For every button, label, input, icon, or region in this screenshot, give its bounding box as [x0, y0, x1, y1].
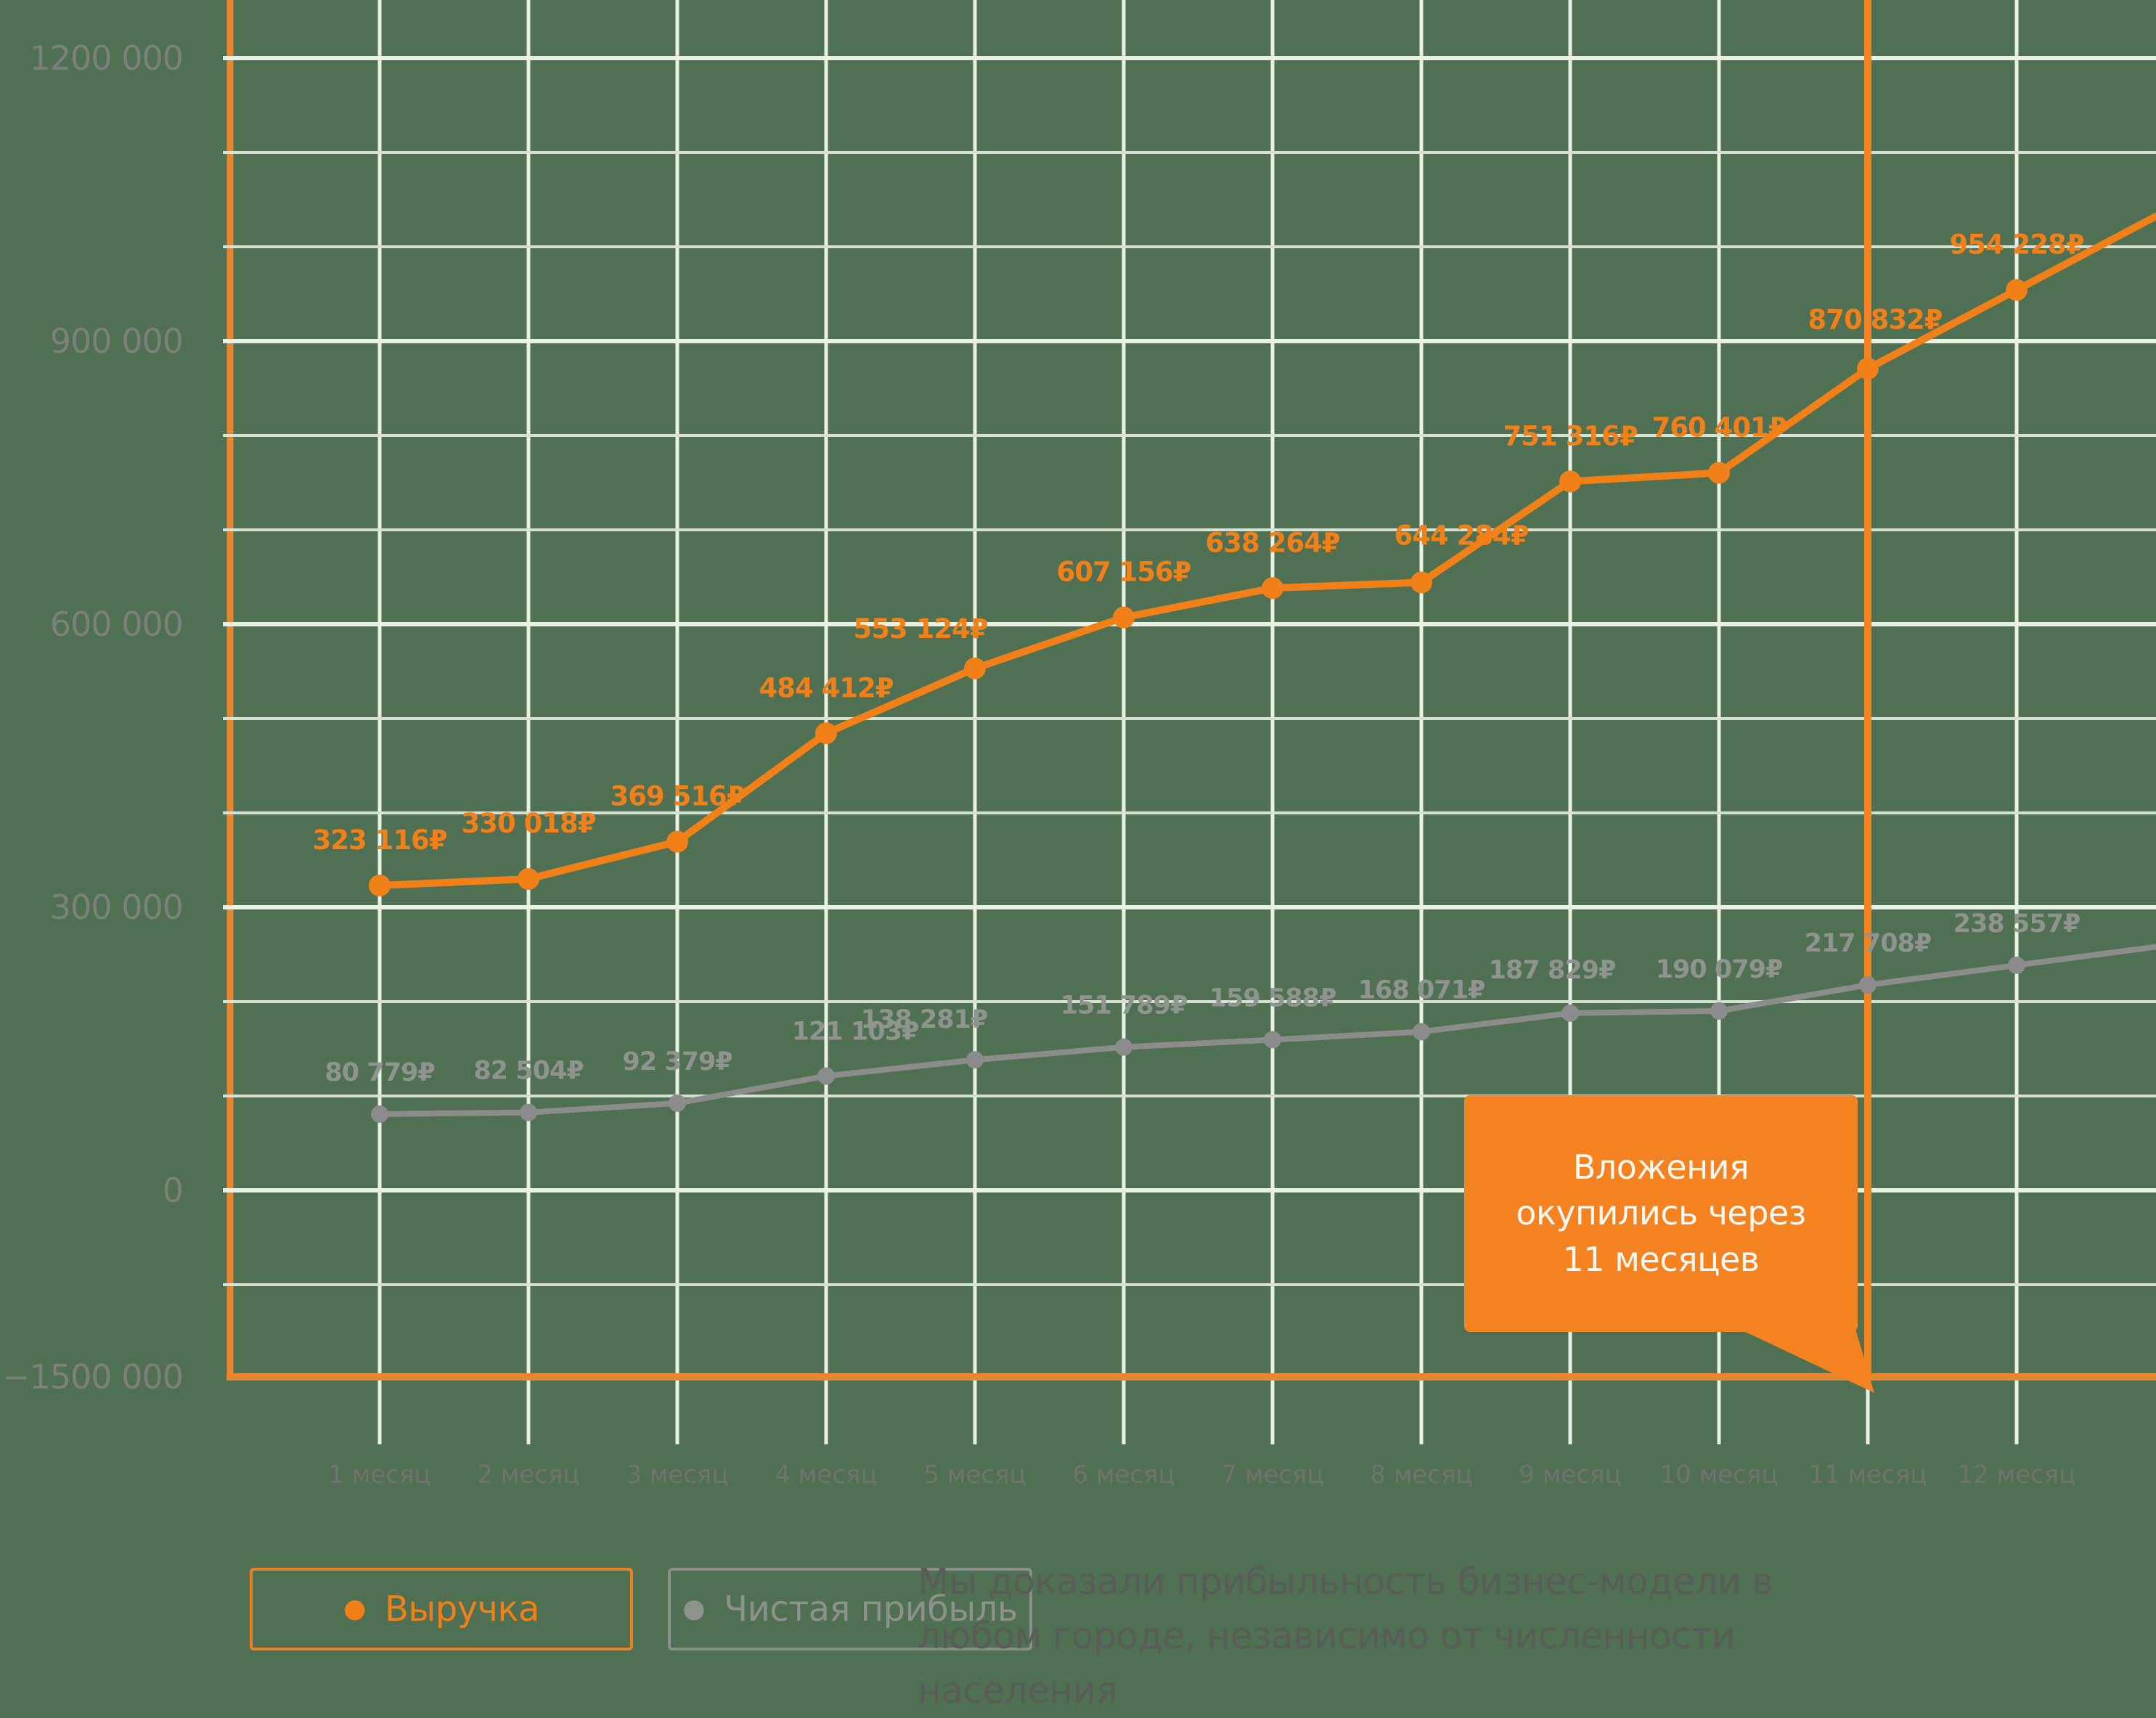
payback-callout: Вложения окупились через 11 месяцев [1464, 1095, 1858, 1332]
net-profit-point-label: 80 779₽ [324, 1058, 434, 1087]
x-axis-month-label: 5 месяц [923, 1460, 1026, 1489]
net-profit-point [1859, 975, 1877, 994]
net-profit-point-label: 138 281₽ [861, 1005, 988, 1034]
revenue-point [1559, 470, 1581, 493]
net-profit-point-label: 151 789₽ [1061, 991, 1188, 1020]
x-axis-month-label: 10 месяц [1659, 1460, 1779, 1489]
net-profit-point-label: 238 557₽ [1953, 909, 2081, 938]
net-profit-point-label: 121 103₽ [792, 1018, 919, 1047]
legend-item-net-profit[interactable]: ● Чистая прибыль [668, 1568, 1032, 1650]
revenue-point-label: 369 516₽ [610, 781, 744, 812]
revenue-point-label: 553 124₽ [853, 613, 987, 645]
net-profit-point-label: 82 504₽ [473, 1057, 583, 1086]
revenue-point-label: 870 832₽ [1808, 304, 1942, 335]
net-profit-point-label: 92 379₽ [622, 1047, 732, 1076]
net-profit-point [2008, 956, 2025, 974]
revenue-point-label: 644 284₽ [1394, 520, 1528, 551]
net-profit-point [1413, 1023, 1430, 1041]
revenue-point [1410, 571, 1432, 594]
net-profit-dot-icon: ● [682, 1594, 706, 1624]
net-profit-point-label: 187 829₽ [1489, 956, 1616, 985]
revenue-point [1262, 577, 1283, 600]
revenue-point [1113, 606, 1135, 629]
net-profit-point-label: 159 588₽ [1209, 984, 1336, 1013]
net-profit-point [817, 1067, 835, 1085]
legend-item-revenue[interactable]: ● Выручка [250, 1568, 633, 1650]
line-chart: 323 116₽ 330 018₽ 369 516₽ 484 412₽ 553 124₽… [223, 0, 2156, 1444]
net-profit-point [1561, 1004, 1579, 1022]
net-profit-point [371, 1105, 388, 1123]
revenue-point [1857, 357, 1879, 380]
net-profit-point [1264, 1031, 1281, 1049]
net-profit-line [377, 944, 2156, 1117]
legend-revenue-label: Выручка [384, 1589, 539, 1629]
revenue-point-label: 607 156₽ [1056, 557, 1191, 588]
revenue-point-label: 323 116₽ [312, 825, 446, 856]
revenue-point [518, 867, 539, 890]
x-axis-month-label: 7 месяц [1221, 1460, 1324, 1489]
y-axis-bottom-label: −1500 000 [1, 1357, 184, 1396]
revenue-point [2006, 279, 2028, 301]
net-profit-point [669, 1094, 686, 1112]
net-profit-point [966, 1051, 984, 1069]
net-profit-point-label: 168 071₽ [1358, 976, 1485, 1005]
net-profit-point-label: 217 708₽ [1805, 929, 1932, 958]
revenue-point-label: 330 018₽ [461, 808, 595, 839]
revenue-point [369, 874, 391, 896]
y-axis-tick-label: 0 [162, 1171, 184, 1210]
x-axis-month-label: 3 месяц [626, 1460, 729, 1489]
net-profit-point [1710, 1002, 1728, 1020]
x-axis-month-label: 1 месяц [328, 1460, 431, 1489]
revenue-dot-icon: ● [343, 1594, 366, 1624]
net-profit-point [1115, 1038, 1132, 1056]
x-axis-month-label: 12 месяц [1957, 1460, 2076, 1489]
net-profit-point [520, 1103, 537, 1121]
y-axis-tick-label: 1200 000 [29, 38, 184, 78]
net-profit-point-label: 190 079₽ [1656, 955, 1783, 984]
revenue-point-label: 751 316₽ [1503, 420, 1637, 451]
x-axis-month-label: 11 месяц [1808, 1460, 1927, 1489]
revenue-point-label: 484 412₽ [759, 672, 893, 703]
x-axis-month-label: 4 месяц [775, 1460, 878, 1489]
y-axis-tick-label: 300 000 [49, 888, 184, 927]
x-axis-month-label: 6 месяц [1072, 1460, 1175, 1489]
footnote-text: Мы доказали прибыльность бизнес-модели в… [918, 1560, 1773, 1711]
revenue-point [815, 722, 837, 745]
x-axis-month-label: 9 месяц [1519, 1460, 1622, 1489]
y-axis-tick-label: 600 000 [49, 605, 184, 644]
revenue-point-label: 638 264₽ [1205, 527, 1339, 558]
legend-net-profit-label: Чистая прибыль [724, 1589, 1018, 1629]
x-axis-month-label: 8 месяц [1370, 1460, 1473, 1489]
x-axis-month-label: 2 месяц [477, 1460, 580, 1489]
revenue-point-label: 954 228₽ [1949, 229, 2083, 261]
y-axis-tick-label: 900 000 [49, 322, 184, 361]
revenue-point [666, 830, 688, 853]
revenue-point [964, 657, 986, 679]
revenue-point [1708, 462, 1730, 484]
revenue-point-label: 760 401₽ [1651, 412, 1786, 443]
